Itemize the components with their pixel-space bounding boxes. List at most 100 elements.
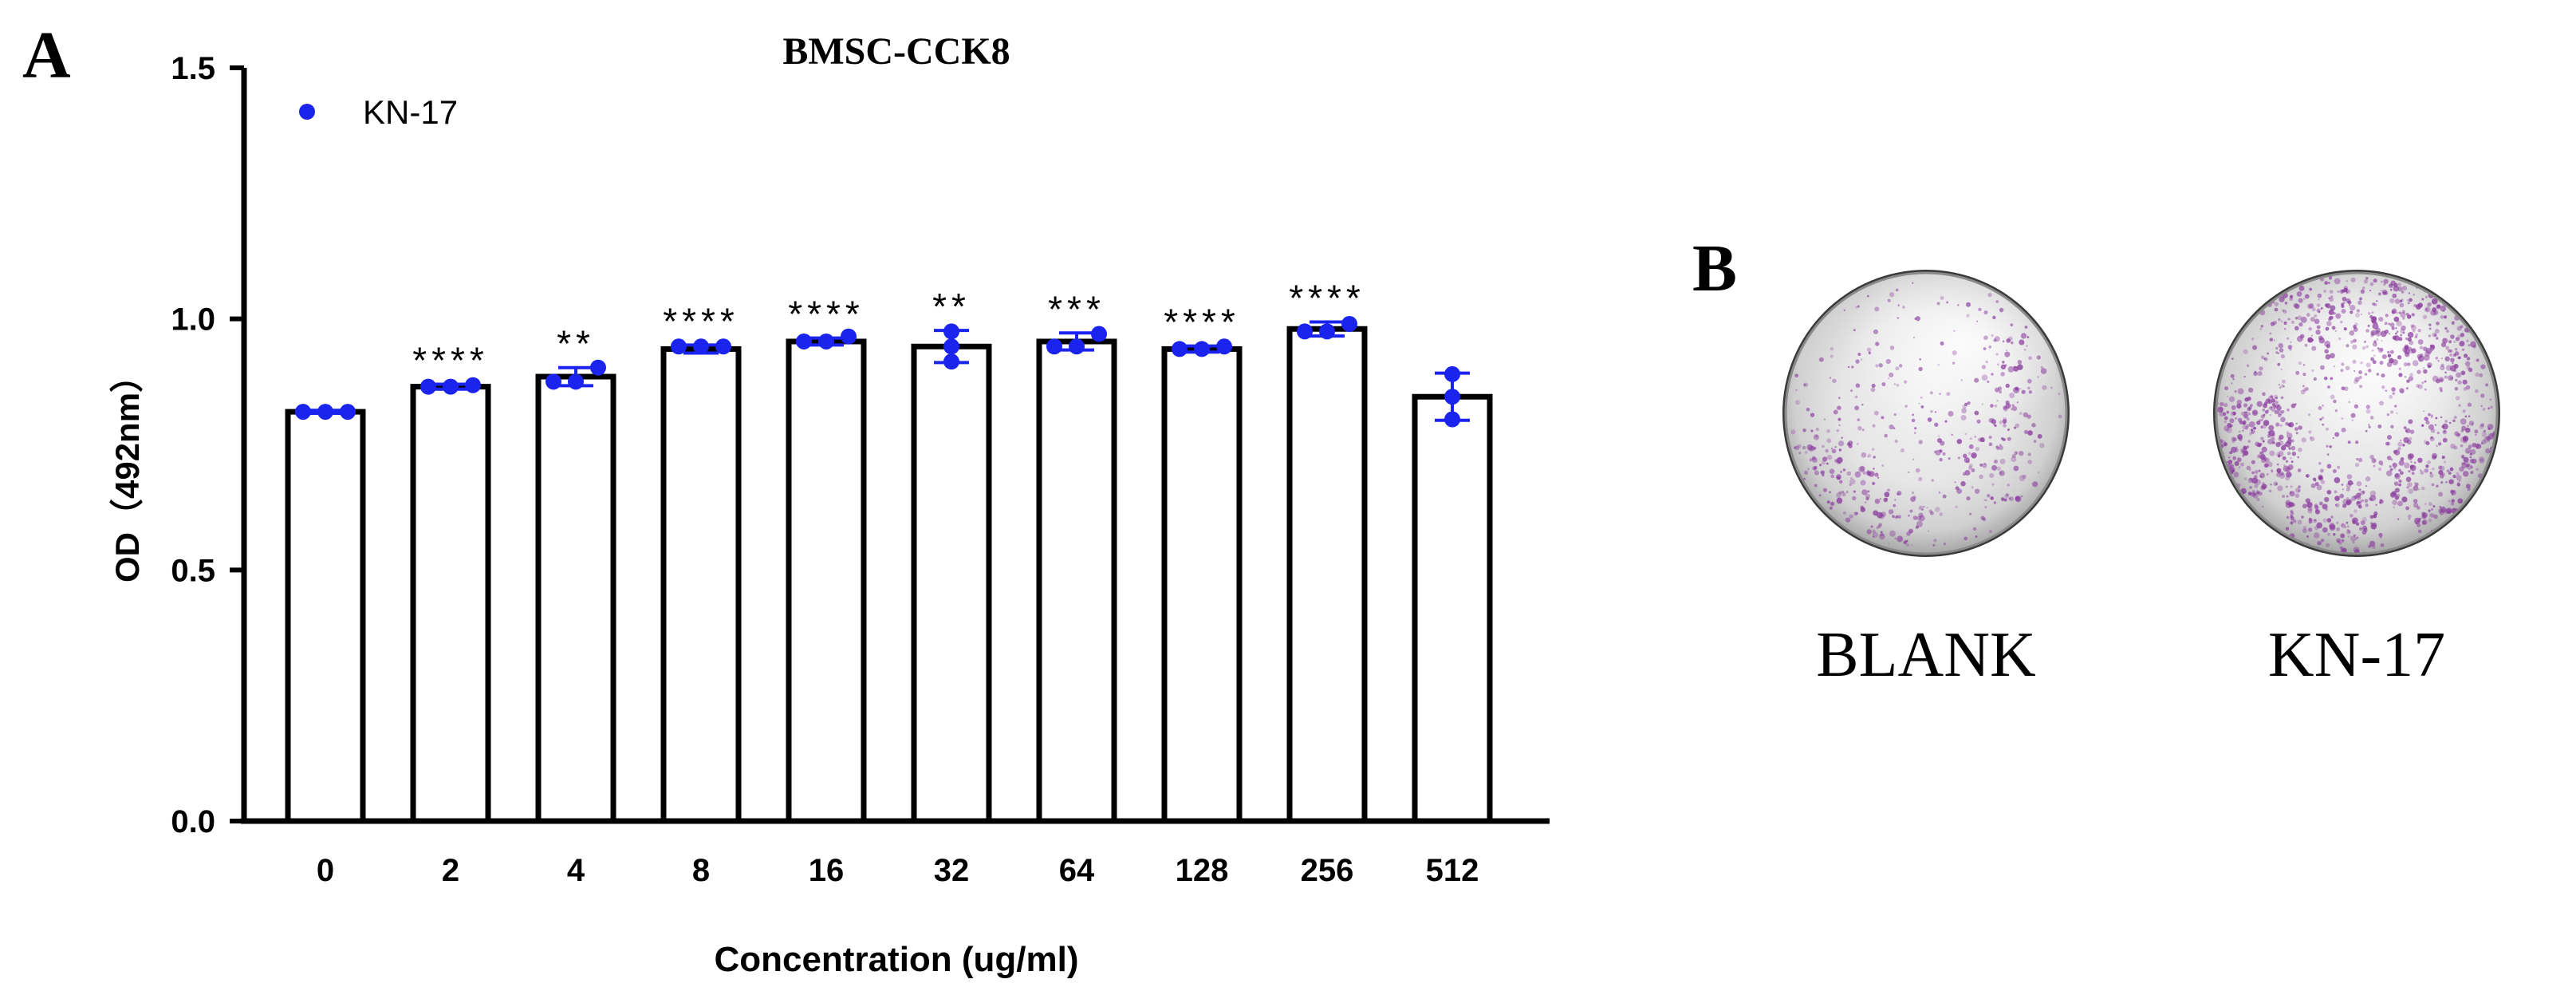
stain-dot [2346,483,2352,488]
stain-dot [2371,458,2377,464]
stain-dot [2013,365,2016,369]
stain-dot [2387,350,2390,353]
stain-dot [1942,452,1946,456]
stain-dot [2449,353,2453,357]
stain-dot [2495,477,2498,481]
stain-dot [1877,511,1883,519]
stain-dot [2280,396,2284,400]
stain-dot [2290,515,2294,519]
stain-dot [2330,394,2335,400]
stain-dot [2370,330,2377,336]
stain-dot [1842,468,1846,472]
stain-dot [2460,418,2467,425]
stain-dot [2342,503,2347,508]
stain-dot [2462,286,2468,292]
stain-dot [2361,499,2364,503]
stain-dot [2316,325,2321,330]
stain-dot [2358,297,2363,301]
stain-dot [2500,497,2503,500]
stain-dot [2343,327,2347,331]
stain-dot [2459,341,2465,347]
stain-dot [2231,440,2235,444]
stain-dot [2322,404,2324,407]
stain-dot [2372,360,2377,365]
stain-dot [2058,393,2061,396]
stain-dot [2438,442,2442,446]
stain-dot [1980,515,1985,520]
stain-dot [2194,436,2200,442]
stain-dot [1815,435,1818,438]
stain-dot [2253,371,2258,377]
stain-dot [2417,339,2424,345]
stain-dot [2026,345,2028,347]
stain-dot [2479,373,2483,377]
stain-dot [2002,361,2005,364]
stain-dot [2355,492,2361,498]
stain-dot [2449,467,2454,472]
stain-dot [1873,410,1879,416]
stain-dot [2390,424,2394,428]
stain-dot [2294,493,2300,499]
stain-dot [2407,482,2413,488]
stain-dot [2409,340,2414,345]
stain-dot [2329,524,2336,531]
stain-dot [2287,464,2294,470]
stain-dot [2401,290,2405,294]
stain-dot [2466,464,2470,468]
stain-dot [2341,362,2345,366]
stain-dot [1909,509,1913,513]
bar [1161,345,1243,824]
stain-dot [2450,334,2455,339]
stain-dot [2398,460,2405,466]
stain-dot [2260,355,2265,360]
stain-dot [2410,324,2415,328]
stain-dot [1837,440,1845,447]
stain-dot [2206,456,2208,458]
stain-dot [1955,486,1960,491]
stain-dot [2019,388,2022,390]
stain-dot [2365,476,2371,482]
stain-dot [2307,413,2310,417]
stain-dot [2275,397,2278,400]
stain-dot [1999,421,2003,424]
stain-dot [2363,279,2368,284]
stain-dot [2370,523,2377,530]
stain-dot [2287,345,2293,349]
data-point [671,338,687,355]
stain-dot [2260,325,2263,328]
stain-dot [2302,298,2306,300]
chart-title: BMSC-CCK8 [782,30,1010,73]
stain-dot [2474,429,2479,434]
stain-dot [2290,320,2295,324]
stain-dot [2430,414,2433,417]
stain-dot [2280,417,2286,423]
stain-dot [1794,446,1797,449]
stain-dot [2007,365,2015,373]
stain-dot [2429,512,2435,518]
stain-dot [1873,468,1875,470]
stain-dot [2458,280,2464,285]
stain-dot [1878,363,1883,368]
stain-dot [2360,520,2365,526]
stain-dot [2311,369,2314,373]
stain-dot [2329,444,2332,448]
stain-dot [2361,286,2365,290]
stain-dot [2480,336,2483,340]
stain-dot [2325,353,2331,360]
stain-dot [2240,462,2245,467]
stain-dot [2429,281,2436,288]
stain-dot [2297,519,2302,525]
stain-dot [2451,499,2455,503]
stain-dot [2491,519,2494,522]
stain-dot [2277,362,2281,366]
stain-dot [2511,468,2516,474]
stain-dot [2386,456,2392,460]
stain-dot [1809,517,1813,520]
stain-dot [2463,456,2469,463]
stain-dot [1854,395,1858,399]
stain-dot [1810,429,1814,432]
stain-dot [2319,417,2322,421]
stain-dot [2379,401,2384,406]
stain-dot [2346,487,2350,492]
stain-dot [1921,405,1924,409]
